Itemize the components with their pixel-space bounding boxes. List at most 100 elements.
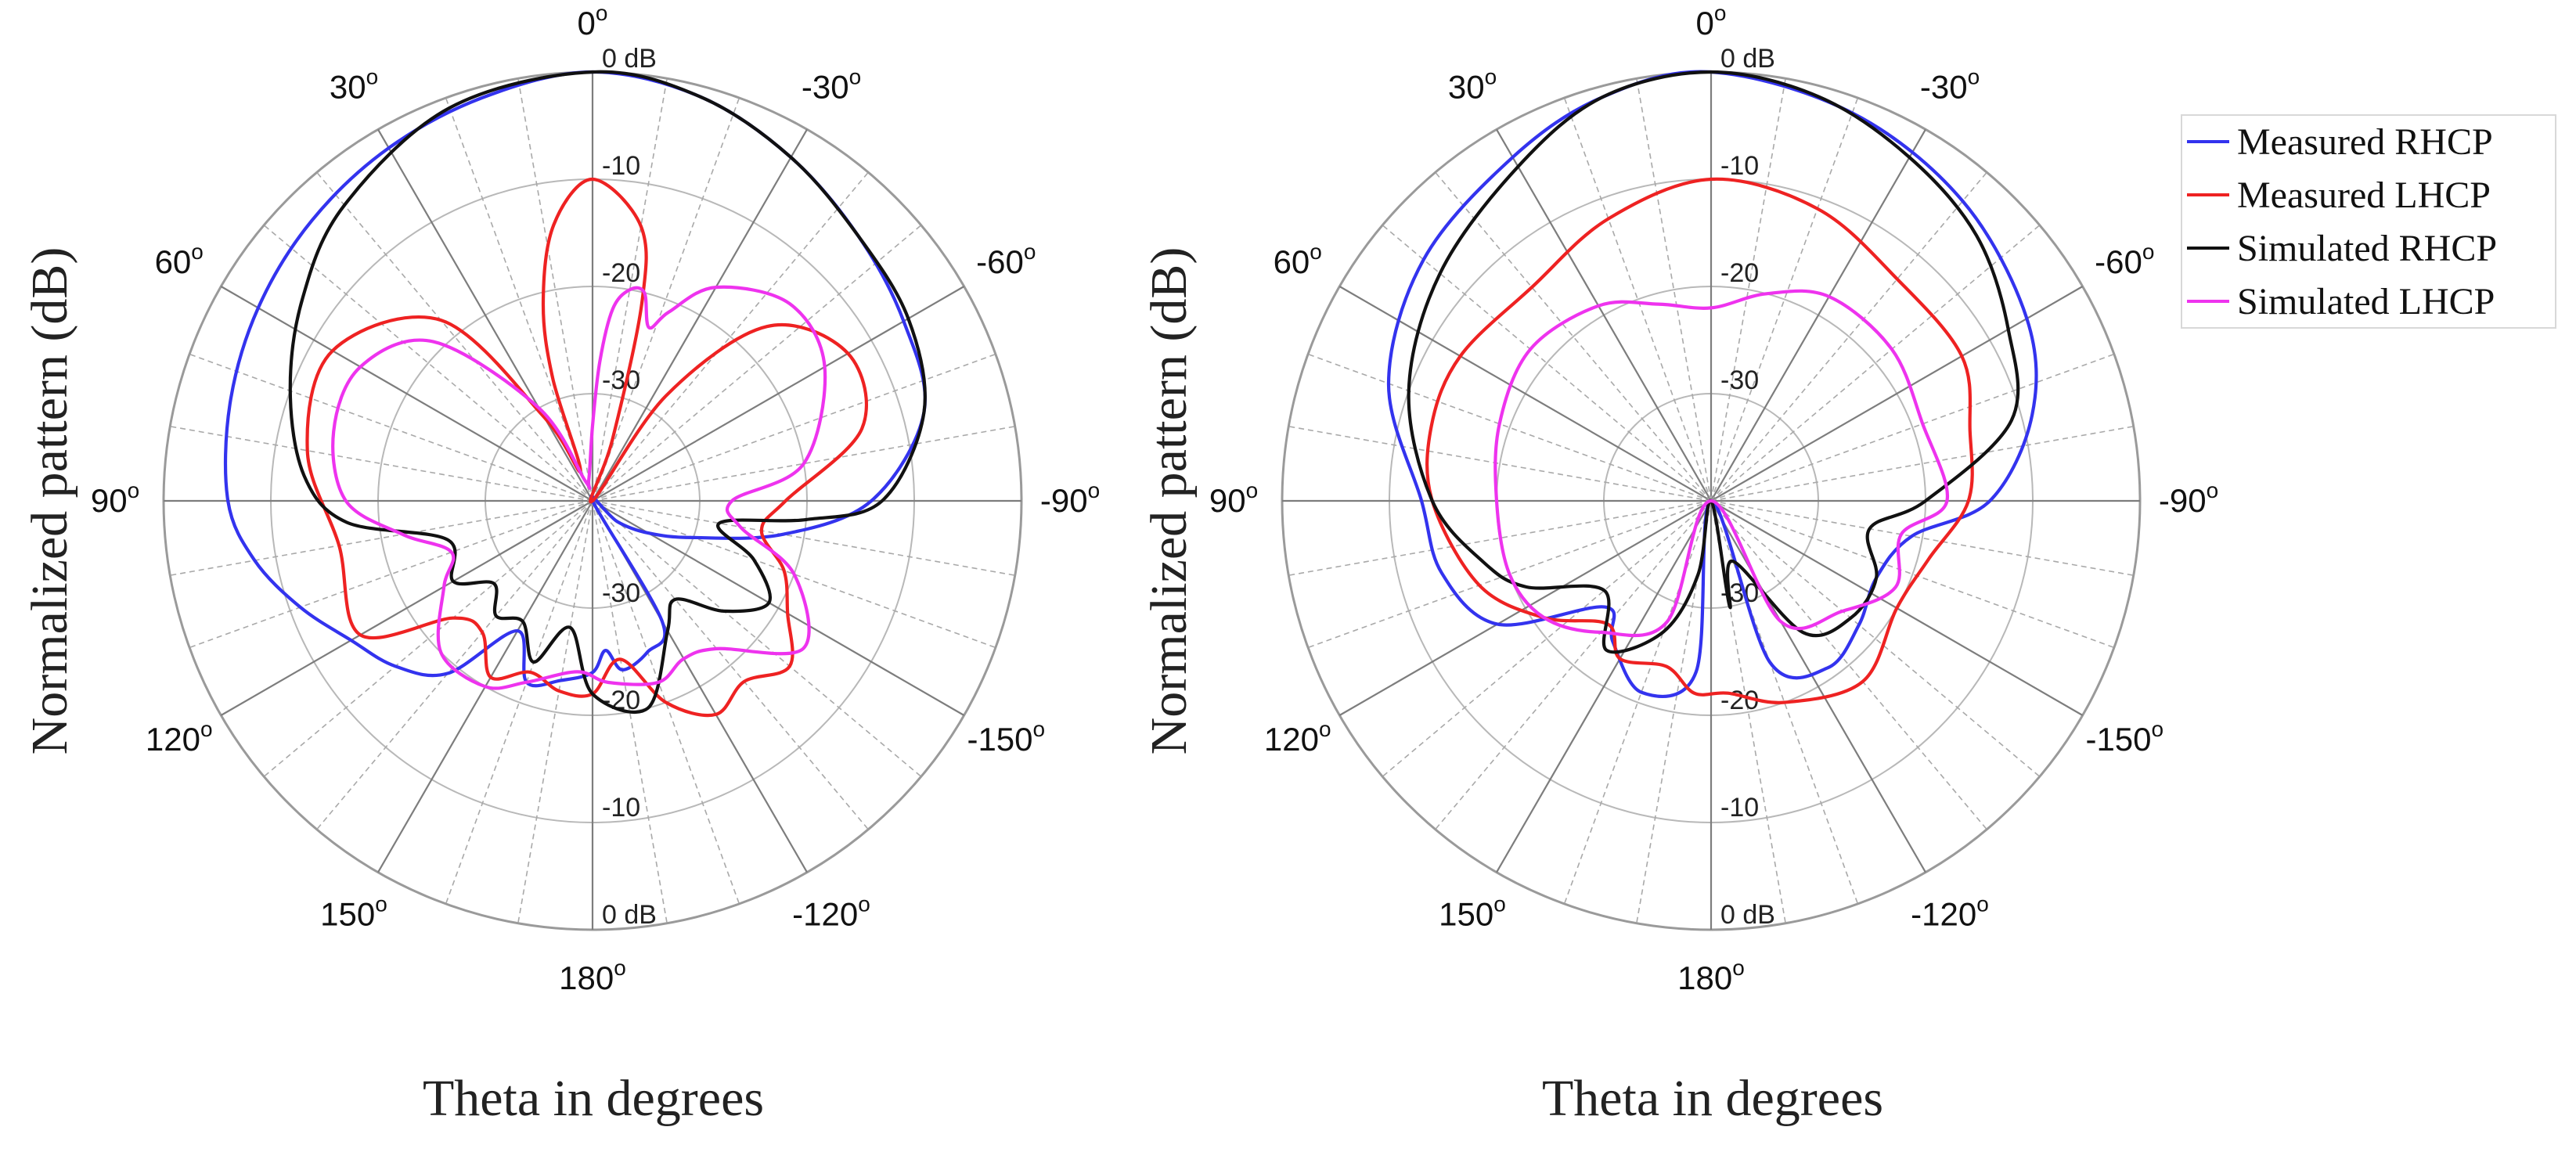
- grid-spoke: [445, 97, 593, 502]
- radial-tick-label: -20: [602, 258, 640, 288]
- grid-spoke: [1382, 500, 1712, 777]
- radial-tick-label: -10: [1720, 793, 1759, 823]
- legend: Measured RHCP Measured LHCP Simulated RH…: [2181, 114, 2556, 329]
- radial-tick-label: -10: [602, 151, 640, 181]
- grid-spoke: [1710, 225, 2041, 502]
- angle-label: -150o: [2085, 717, 2163, 758]
- grid-spoke: [1710, 286, 2084, 502]
- grid-spoke: [263, 500, 593, 777]
- legend-swatch-simulated-lhcp: [2187, 300, 2229, 303]
- grid-spoke: [170, 500, 593, 576]
- x-axis-title-right: Theta in degrees: [1541, 1070, 1884, 1127]
- legend-label-measured-rhcp: Measured RHCP: [2237, 121, 2493, 163]
- series-line-measured-lhcp: [1425, 177, 1974, 704]
- angle-label: 120o: [1264, 717, 1331, 758]
- angle-label: -30o: [802, 65, 861, 106]
- right-polar-plot: 0 dB-10-20-30-30-20-100 dB0o-30o-60o-90o…: [1209, 1, 2218, 996]
- radial-tick-label: -10: [1720, 151, 1759, 181]
- series-line-measured-rhcp: [1386, 70, 2038, 698]
- angle-label: 90o: [1209, 478, 1258, 519]
- angle-label: 0o: [578, 1, 608, 41]
- angle-label: -120o: [1911, 891, 1989, 932]
- grid-spoke: [1288, 426, 1712, 502]
- grid-spoke: [1563, 500, 1712, 905]
- grid-spoke: [1710, 500, 1987, 830]
- series-line-measured-lhcp: [305, 177, 868, 718]
- legend-item-measured-lhcp: Measured LHCP: [2187, 171, 2491, 219]
- series-line-measured-rhcp: [223, 70, 928, 688]
- grid-spoke: [1710, 128, 1926, 502]
- y-axis-title-left: Normalized pattern (dB): [21, 247, 78, 755]
- series-line-simulated-lhcp: [331, 285, 827, 690]
- grid-spoke: [1435, 500, 1712, 830]
- angle-label: -90o: [2159, 478, 2218, 519]
- angle-label: -90o: [1040, 478, 1100, 519]
- series-line-simulated-lhcp: [1493, 289, 1950, 638]
- grid-spoke: [1563, 97, 1712, 502]
- grid-spoke: [1307, 500, 1712, 649]
- angle-label: 180o: [559, 956, 626, 996]
- angle-label: 180o: [1677, 956, 1745, 996]
- radial-tick-label: -30: [1720, 365, 1759, 395]
- grid-spoke: [377, 128, 593, 502]
- radial-tick-label: -30: [602, 578, 640, 608]
- grid-spoke: [1338, 500, 1712, 716]
- grid-spoke: [592, 78, 668, 502]
- grid-spoke: [1710, 353, 2115, 502]
- radial-tick-label: -20: [1720, 258, 1759, 288]
- grid-spoke: [1710, 500, 1859, 905]
- grid-spoke: [1710, 500, 2041, 777]
- grid-spoke: [1636, 78, 1712, 502]
- angle-label: 120o: [146, 717, 213, 758]
- angle-label: 30o: [330, 65, 378, 106]
- grid-spoke: [592, 500, 1015, 576]
- grid-spoke: [592, 128, 808, 502]
- x-axis-title-left: Theta in degrees: [422, 1070, 765, 1127]
- radial-tick-label: -30: [602, 365, 640, 395]
- grid-spoke: [316, 500, 593, 830]
- grid-spoke: [1710, 500, 1786, 923]
- grid-spoke: [1338, 286, 1712, 502]
- grid-spoke: [1288, 500, 1712, 576]
- y-axis-title-right: Normalized pattern (dB): [1140, 247, 1198, 755]
- angle-label: 90o: [91, 478, 139, 519]
- legend-item-measured-rhcp: Measured RHCP: [2187, 117, 2493, 166]
- grid-spoke: [517, 500, 593, 923]
- grid-spoke: [592, 500, 996, 649]
- grid-spoke: [592, 426, 1015, 502]
- legend-item-simulated-rhcp: Simulated RHCP: [2187, 224, 2497, 272]
- grid-spoke: [592, 500, 922, 777]
- legend-swatch-simulated-rhcp: [2187, 247, 2229, 250]
- grid-spoke: [1710, 500, 2134, 576]
- angle-label: -60o: [2095, 239, 2154, 280]
- legend-label-simulated-rhcp: Simulated RHCP: [2237, 227, 2498, 269]
- grid-spoke: [1496, 500, 1712, 873]
- grid-spoke: [592, 225, 922, 502]
- angle-label: -120o: [792, 891, 870, 932]
- grid-spoke: [220, 286, 593, 502]
- legend-swatch-measured-lhcp: [2187, 193, 2229, 196]
- grid-spoke: [1710, 426, 2134, 502]
- legend-label-measured-lhcp: Measured LHCP: [2237, 174, 2491, 216]
- grid-spoke: [1710, 78, 1786, 502]
- angle-label: -30o: [1920, 65, 1980, 106]
- grid-spoke: [263, 225, 593, 502]
- grid-spoke: [1710, 97, 1859, 502]
- grid-spoke: [1710, 500, 2115, 649]
- angle-label: 60o: [155, 239, 204, 280]
- radial-tick-label: 0 dB: [602, 900, 657, 930]
- grid-spoke: [1382, 225, 1712, 502]
- grid-spoke: [1496, 128, 1712, 502]
- grid-spoke: [517, 78, 593, 502]
- angle-label: 30o: [1448, 65, 1497, 106]
- series-line-simulated-rhcp: [1407, 70, 2020, 654]
- grid-spoke: [592, 97, 740, 502]
- left-polar-plot: 0 dB-10-20-30-30-20-100 dB0o-30o-60o-90o…: [91, 1, 1100, 996]
- grid-spoke: [1710, 171, 1987, 502]
- grid-spoke: [445, 500, 593, 905]
- angle-label: 150o: [320, 891, 387, 932]
- legend-label-simulated-lhcp: Simulated LHCP: [2237, 280, 2495, 322]
- grid-spoke: [592, 500, 869, 830]
- grid-spoke: [592, 286, 965, 502]
- grid-spoke: [170, 426, 593, 502]
